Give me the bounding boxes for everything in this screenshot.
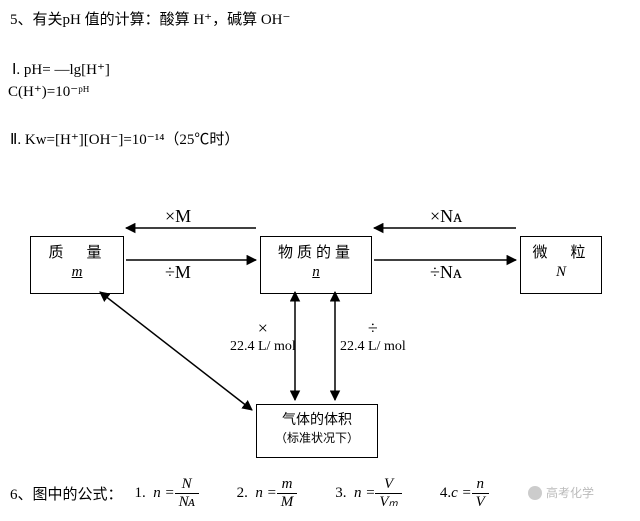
formula-4-idx: 4.: [440, 485, 451, 502]
formula-4: 4. c = nV: [440, 476, 489, 510]
node-mass-label: 质 量: [31, 241, 123, 262]
formula-1-idx: 1.: [135, 485, 146, 502]
formula-4-lhs: c =: [451, 485, 472, 502]
formula-2-num: m: [277, 476, 298, 493]
formula-4-num: n: [472, 476, 489, 493]
label-mul-224-bot: 22.4 L/ mol: [230, 339, 296, 355]
node-amount-label: 物质的量: [261, 241, 371, 262]
formula-1-num: N: [175, 476, 199, 493]
node-gasvol-sub: （标准状况下）: [257, 429, 377, 446]
formula-2-den: M: [277, 493, 298, 511]
node-particles: 微 粒 N: [520, 236, 602, 294]
formula-2-idx: 2.: [237, 485, 248, 502]
node-amount: 物质的量 n: [260, 236, 372, 294]
section6-prefix: 6、图中的公式：: [10, 483, 123, 504]
label-div-224-bot: 22.4 L/ mol: [340, 339, 406, 355]
formula-1-den: Nᴀ: [175, 493, 199, 511]
formula-3-num: V: [375, 476, 402, 493]
formula-4-den: V: [472, 493, 489, 511]
label-mul-m: ×M: [165, 206, 191, 227]
formula-3: 3. n = VVₘ: [335, 476, 402, 510]
section5-line-i: Ⅰ. pH= —lg[H⁺]: [12, 60, 110, 79]
section5-heading: 5、有关pH 值的计算：酸算 H⁺，碱算 OH⁻: [10, 8, 290, 29]
watermark: 高考化学: [528, 484, 594, 501]
node-particles-symbol: N: [521, 264, 601, 281]
label-mul-224-top: ×: [230, 318, 296, 339]
label-mul-224: × 22.4 L/ mol: [230, 318, 296, 355]
formula-1: 1. n = NNᴀ: [135, 476, 199, 510]
watermark-icon: [528, 486, 542, 500]
node-gasvol: 气体的体积 （标准状况下）: [256, 404, 378, 458]
label-div-na: ÷Nᴀ: [430, 262, 462, 283]
node-mass-symbol: m: [31, 264, 123, 281]
formula-2-lhs: n =: [255, 485, 276, 502]
label-div-224-top: ÷: [340, 318, 406, 339]
label-div-224: ÷ 22.4 L/ mol: [340, 318, 406, 355]
node-gasvol-label: 气体的体积: [257, 409, 377, 429]
node-amount-symbol: n: [261, 264, 371, 281]
label-div-m: ÷M: [165, 262, 191, 283]
formula-3-lhs: n =: [354, 485, 375, 502]
watermark-text: 高考化学: [546, 484, 594, 501]
section5-line-ii: Ⅱ. Kw=[H⁺][OH⁻]=10⁻¹⁴（25℃时）: [10, 128, 239, 149]
node-mass: 质 量 m: [30, 236, 124, 294]
section5-line-ch: C(H⁺)=10⁻ᵖᴴ: [8, 82, 89, 101]
formula-3-den: Vₘ: [375, 493, 402, 511]
node-particles-label: 微 粒: [521, 241, 601, 262]
formula-1-lhs: n =: [153, 485, 174, 502]
formula-3-idx: 3.: [335, 485, 346, 502]
label-mul-na: ×Nᴀ: [430, 206, 462, 227]
formula-2: 2. n = mM: [237, 476, 298, 510]
